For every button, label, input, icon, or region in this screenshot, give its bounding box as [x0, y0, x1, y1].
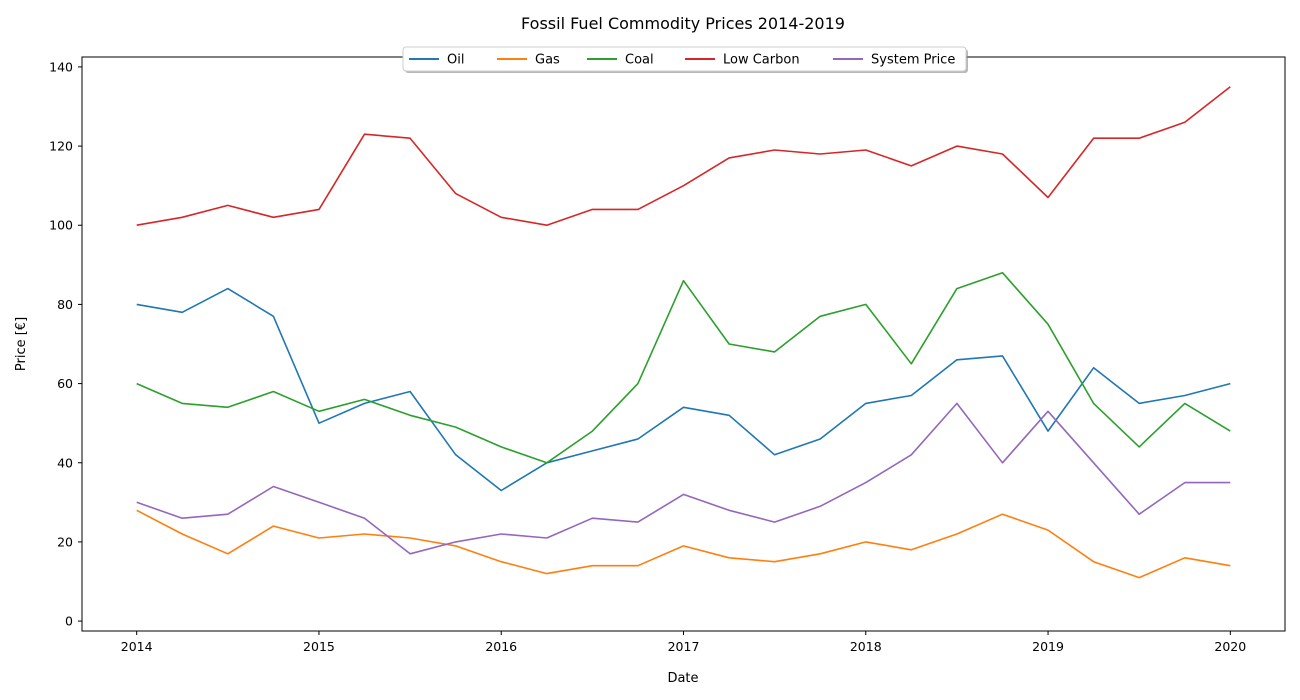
- x-tick-label: 2014: [121, 639, 153, 654]
- x-axis: 2014 2015 2016 2017 2018 2019 2020: [121, 631, 1246, 654]
- legend-label: Oil: [447, 53, 464, 68]
- y-tick-label: 0: [65, 614, 73, 629]
- plot-area: [136, 86, 1231, 579]
- x-tick-label: 2016: [485, 639, 517, 654]
- y-axis-label: Price [€]: [14, 317, 29, 371]
- x-tick-label: 2018: [850, 639, 882, 654]
- y-tick-label: 40: [57, 455, 73, 470]
- x-tick-label: 2019: [1032, 639, 1064, 654]
- y-tick-label: 20: [57, 534, 73, 549]
- legend: Oil Gas Coal Low Carbon System Price: [402, 46, 968, 73]
- x-axis-label: Date: [667, 671, 698, 686]
- y-tick-label: 120: [49, 139, 73, 154]
- y-tick-label: 80: [57, 297, 73, 312]
- y-tick-label: 60: [57, 376, 73, 391]
- x-tick-label: 2020: [1214, 639, 1246, 654]
- series-line-gas: [136, 509, 1231, 579]
- legend-label: System Price: [871, 53, 955, 68]
- series-line-oil: [136, 287, 1231, 492]
- series-line-low-carbon: [136, 86, 1231, 226]
- series-line-coal: [136, 271, 1231, 464]
- series-line-system-price: [136, 402, 1231, 555]
- x-tick-label: 2017: [668, 639, 700, 654]
- y-tick-label: 100: [49, 218, 73, 233]
- legend-label: Low Carbon: [723, 53, 800, 68]
- legend-box: [402, 46, 967, 72]
- legend-label: Gas: [535, 53, 560, 68]
- y-tick-label: 140: [49, 59, 73, 74]
- y-axis: 0 20 40 60 80 100 120 140: [49, 59, 82, 629]
- chart-title: Fossil Fuel Commodity Prices 2014-2019: [521, 14, 845, 33]
- axes-frame: [81, 56, 1286, 632]
- x-tick-label: 2015: [303, 639, 335, 654]
- legend-label: Coal: [625, 53, 654, 68]
